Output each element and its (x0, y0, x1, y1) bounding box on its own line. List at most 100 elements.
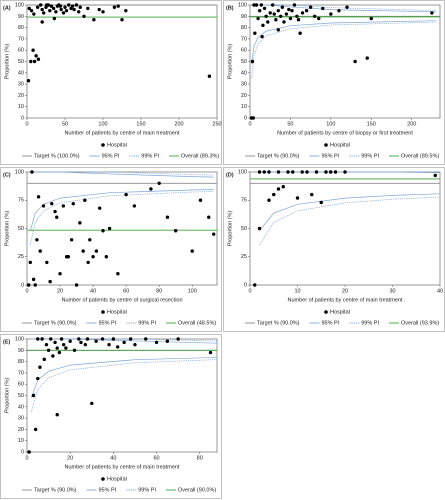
hospital-point (33, 427, 38, 432)
hospital-point (38, 365, 42, 369)
y-tick-label: 0 (244, 115, 247, 121)
legend-marker (324, 143, 328, 147)
hospital-point (329, 170, 333, 174)
hospital-point (68, 339, 72, 343)
y-tick-label: 75 (18, 198, 24, 204)
legend-label: Overall (89.3%) (181, 153, 219, 159)
y-tick-label: 30 (18, 416, 24, 422)
hospital-point (284, 12, 289, 16)
hospital-point (31, 393, 36, 398)
hospital-point (77, 337, 81, 341)
hospital-point (312, 14, 317, 18)
legend-marker (101, 143, 105, 147)
y-tick-label: 80 (241, 25, 247, 31)
hospital-point (198, 198, 203, 202)
y-axis-title: Proportion (%) (227, 211, 233, 247)
hospital-point (282, 20, 286, 24)
y-tick-label: 0 (21, 282, 24, 288)
hospital-point (27, 450, 31, 454)
hospital-point (100, 337, 105, 341)
x-tick-label: 50 (287, 121, 293, 127)
y-tick-label: 10 (18, 438, 24, 444)
y-tick-label: 70 (18, 370, 24, 376)
x-tick-label: 250 (212, 121, 221, 127)
hospital-point (26, 283, 31, 287)
hospital-point (97, 7, 101, 12)
prediction-limit (29, 191, 214, 246)
panel-label: (E) (3, 339, 11, 345)
hospital-point (337, 8, 341, 13)
y-tick-label: 0 (21, 449, 24, 455)
hospital-point (72, 7, 76, 12)
legend-label: Overall (89.5%) (401, 153, 439, 159)
y-tick-label: 75 (241, 198, 247, 204)
hospital-point (208, 350, 213, 355)
hospital-point (92, 17, 96, 22)
panel-border (0, 167, 222, 332)
x-tick-label: 80 (197, 455, 203, 461)
panel-border (223, 167, 445, 332)
legend-label: Hospital (107, 476, 127, 482)
x-tick-label: 10 (294, 288, 300, 294)
hospital-point (40, 337, 44, 341)
hospital-point (324, 170, 328, 174)
hospital-point (34, 54, 38, 58)
plot-area (26, 4, 218, 119)
hospital-point (31, 277, 36, 282)
legend-label: Hospital (107, 309, 127, 315)
x-tick-label: 40 (437, 288, 443, 294)
hospital-point (112, 5, 117, 9)
hospital-point (45, 3, 49, 7)
x-axis-title: Number of patients by centre of biopsy o… (277, 130, 413, 136)
hospital-point (268, 11, 272, 15)
legend-label: 99% PI (361, 320, 379, 326)
legend-label: Hospital (330, 142, 350, 148)
hospital-point (116, 272, 120, 276)
hospital-point (120, 17, 124, 22)
x-tick-label: 60 (153, 455, 159, 461)
x-axis-title: Number of patients by centre of main tre… (65, 130, 180, 136)
hospital-point (276, 187, 281, 191)
hospital-point (345, 5, 349, 9)
y-tick-label: 50 (18, 226, 24, 232)
hospital-point (64, 346, 68, 350)
legend-label: Target % (90.0%) (257, 320, 300, 326)
plot-area (26, 171, 218, 286)
x-tick-label: 200 (174, 121, 183, 127)
hospital-point (115, 345, 120, 349)
y-tick-label: 25 (18, 254, 24, 260)
hospital-point (32, 59, 37, 64)
hospital-point (58, 272, 62, 276)
hospital-point (122, 340, 126, 345)
hospital-point (41, 204, 46, 208)
hospital-point (35, 238, 39, 242)
hospital-point (45, 260, 49, 265)
y-axis-title: Proportion (%) (227, 44, 233, 80)
hospital-point (40, 7, 44, 12)
hospital-point (27, 6, 31, 11)
hospital-point (165, 339, 170, 343)
hospital-point (256, 16, 260, 21)
hospital-point (295, 14, 299, 18)
hospital-point (97, 206, 102, 210)
y-tick-label: 0 (21, 115, 24, 121)
hospital-point (124, 8, 128, 13)
hospital-point (305, 170, 309, 174)
legend-marker (101, 477, 105, 481)
x-tick-label: 150 (367, 121, 376, 127)
hospital-point (128, 337, 133, 341)
x-tick-label: 0 (248, 121, 251, 127)
hospital-point (144, 337, 148, 341)
hospital-point (132, 204, 137, 208)
x-tick-label: 100 (326, 121, 335, 127)
x-tick-label: 0 (25, 455, 28, 461)
y-tick-label: 40 (18, 70, 24, 76)
hospital-point (46, 348, 51, 352)
legend-label: Hospital (330, 309, 350, 315)
hospital-point (63, 5, 67, 9)
legend-label: Target % (90.0%) (34, 320, 77, 326)
y-tick-label: 50 (241, 226, 247, 232)
hospital-point (257, 226, 262, 231)
hospital-point (28, 260, 33, 265)
y-tick-label: 80 (18, 359, 24, 365)
